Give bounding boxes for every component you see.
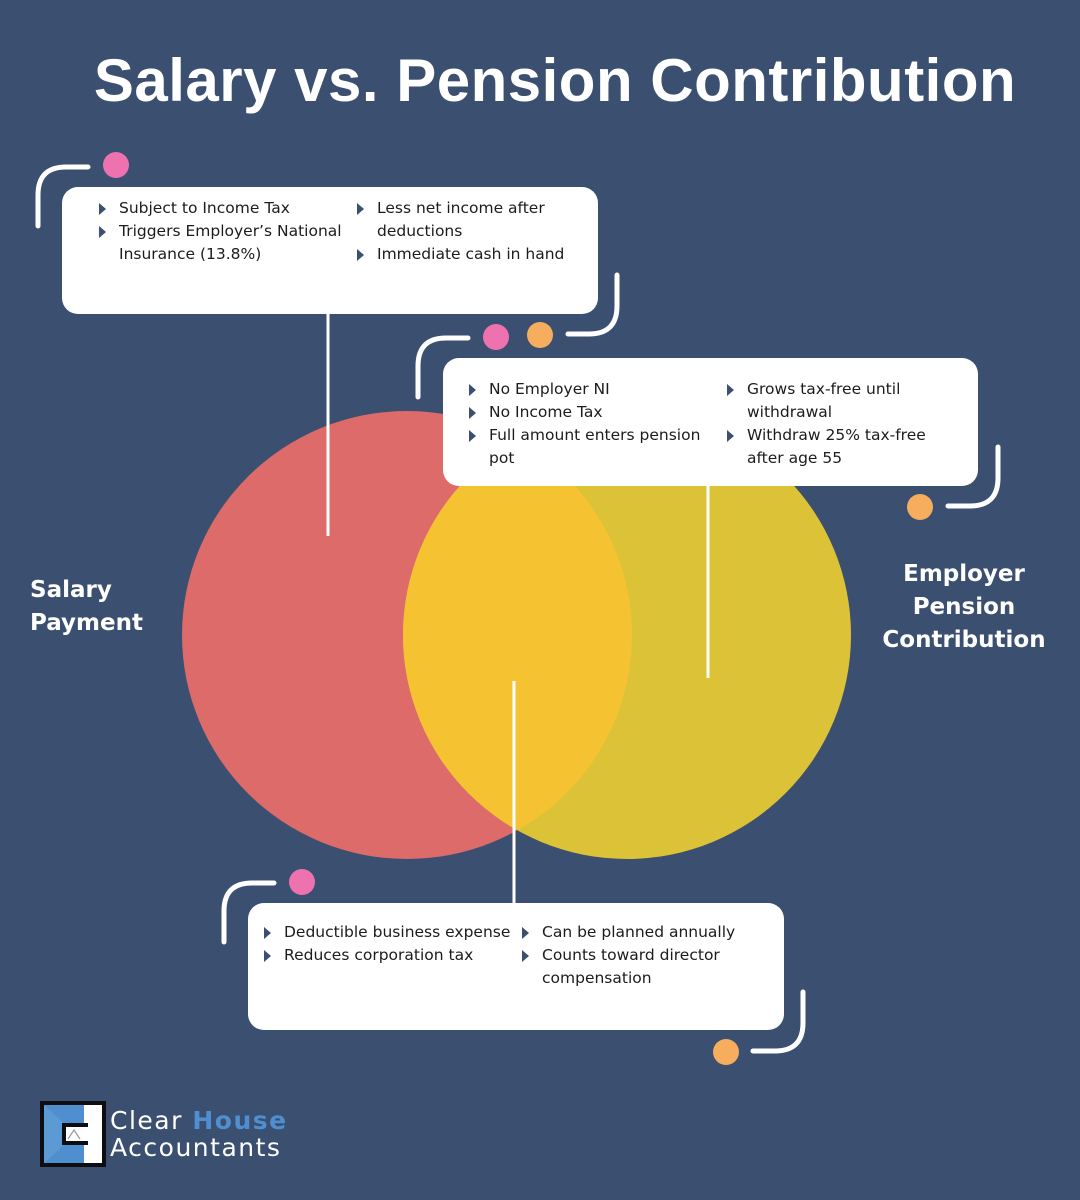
bracket-decoration bbox=[945, 444, 1001, 509]
bullet-item: Less net income after deductions bbox=[357, 197, 577, 243]
salary-info-card: Subject to Income Tax Triggers Employer’… bbox=[62, 187, 598, 314]
shared-column-2: Can be planned annually Counts toward di… bbox=[522, 921, 762, 1030]
bullet-item: Withdraw 25% tax-free after age 55 bbox=[727, 424, 957, 470]
orange-dot-decoration bbox=[907, 494, 933, 520]
label-line: Contribution bbox=[882, 627, 1046, 653]
bracket-decoration bbox=[415, 335, 471, 400]
bullet-item: No Employer NI bbox=[469, 378, 727, 401]
logo-word-accountants: Accountants bbox=[110, 1133, 282, 1162]
pension-column-2: Grows tax-free until withdrawal Withdraw… bbox=[727, 378, 957, 486]
bullet-item: Deductible business expense bbox=[264, 921, 522, 944]
salary-column-2: Less net income after deductions Immedia… bbox=[357, 197, 577, 314]
bullet-item: Triggers Employer’s National Insurance (… bbox=[99, 220, 357, 266]
bullet-item: Grows tax-free until withdrawal bbox=[727, 378, 957, 424]
orange-dot-decoration bbox=[527, 322, 553, 348]
orange-dot-decoration bbox=[713, 1039, 739, 1065]
pension-column-1: No Employer NI No Income Tax Full amount… bbox=[469, 378, 727, 486]
label-line: Salary bbox=[30, 577, 112, 603]
pink-dot-decoration bbox=[483, 324, 509, 350]
pink-dot-decoration bbox=[103, 152, 129, 178]
shared-info-card: Deductible business expense Reduces corp… bbox=[248, 903, 784, 1030]
employer-pension-label: Employer Pension Contribution bbox=[876, 558, 1052, 657]
label-line: Pension bbox=[912, 594, 1016, 620]
bullet-item: No Income Tax bbox=[469, 401, 727, 424]
logo-word-clear: Clear bbox=[110, 1106, 183, 1135]
bracket-decoration bbox=[565, 272, 620, 337]
shared-column-1: Deductible business expense Reduces corp… bbox=[264, 921, 522, 1030]
logo-wordmark: Clear House Accountants bbox=[110, 1107, 288, 1161]
bracket-decoration bbox=[750, 989, 806, 1054]
label-line: Payment bbox=[30, 610, 143, 636]
label-line: Employer bbox=[903, 561, 1025, 587]
bullet-item: Counts toward director compensation bbox=[522, 944, 762, 990]
salary-column-1: Subject to Income Tax Triggers Employer’… bbox=[99, 197, 357, 314]
bullet-item: Can be planned annually bbox=[522, 921, 762, 944]
company-logo: Clear House Accountants bbox=[40, 1101, 288, 1167]
bracket-decoration bbox=[35, 164, 91, 229]
bracket-decoration bbox=[221, 880, 277, 945]
pink-dot-decoration bbox=[289, 869, 315, 895]
bullet-item: Reduces corporation tax bbox=[264, 944, 522, 967]
bullet-item: Subject to Income Tax bbox=[99, 197, 357, 220]
bullet-item: Full amount enters pension pot bbox=[469, 424, 727, 470]
house-logo-icon bbox=[40, 1101, 106, 1167]
pension-info-card: No Employer NI No Income Tax Full amount… bbox=[443, 358, 978, 486]
page-title: Salary vs. Pension Contribution bbox=[93, 47, 1017, 114]
logo-word-house: House bbox=[192, 1106, 288, 1135]
bullet-item: Immediate cash in hand bbox=[357, 243, 577, 266]
salary-payment-label: Salary Payment bbox=[30, 574, 143, 640]
